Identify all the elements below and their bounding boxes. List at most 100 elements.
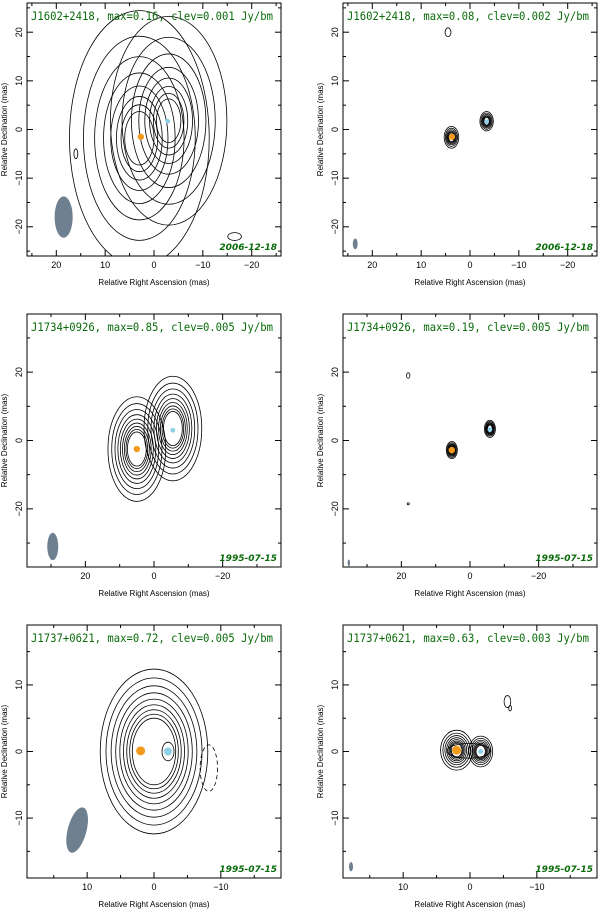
y-tick-label: 0 [14,749,24,754]
component-marker [164,747,173,756]
y-tick-label: 20 [330,27,340,37]
contour-1-4 [110,85,169,191]
y-axis-label: Relative Declination (mas) [0,82,9,176]
y-tick-label: 0 [14,438,24,443]
panel-title: J1734+0926, max=0.85, clev=0.005 Jy/bm [31,320,273,334]
contour-2-9 [143,375,203,482]
x-axis-label: Relative Right Ascension (mas) [414,900,525,909]
contour-2-8 [147,382,199,475]
contour-1-3 [448,740,465,760]
core-marker [136,746,146,756]
beam-ellipse [47,532,59,561]
contour-1-9 [99,668,209,835]
contour-2-2 [486,424,494,434]
panel-4: 20 0 −20 20 0 −20 Relative Right Ascension (ma… [316,313,598,598]
contour-2-5 [155,398,190,459]
contour-1-5 [446,737,468,764]
contour-bridge [446,743,491,759]
x-axis-label: Relative Right Ascension (mas) [98,278,209,287]
panel-frame [26,313,282,568]
panel-frame [342,2,598,257]
panel-date: 1995-07-15 [219,554,277,564]
x-tick-label: −20 [244,260,259,270]
x-tick-label: 0 [151,260,156,270]
panel-date: 2006-12-18 [535,243,593,253]
x-tick-label: −10 [529,882,544,892]
y-tick-label: −10 [14,810,24,825]
component-marker [478,749,484,754]
isolated-contour-1 [444,27,452,37]
isolated-contour-1 [406,372,411,379]
x-tick-label: 10 [416,260,426,270]
core-marker [133,445,141,453]
x-tick-label: 10 [100,260,110,270]
y-tick-label: 0 [14,127,24,132]
contour-2-1 [475,745,486,758]
contour-1-2 [449,741,464,759]
x-tick-label: −20 [215,571,230,581]
panel-3: 20 0 −20 20 0 −20 Relative Right Ascension (ma… [0,313,282,598]
contour-2-6 [130,53,207,188]
beam-ellipse [66,807,88,853]
contour-1-3 [123,426,150,473]
contour-1-7 [114,409,160,489]
contour-1-3 [116,96,163,181]
contour-2-6 [479,111,494,132]
x-tick-label: 20 [367,260,377,270]
contour-1-6 [117,414,157,484]
contour-2-4 [158,402,188,455]
beam-ellipse [54,196,73,238]
plot-area [352,27,494,250]
y-tick-label: −10 [330,810,340,825]
beam-ellipse [349,862,354,872]
y-tick-label: 10 [14,76,24,86]
panel-title: J1602+2418, max=0.16, clev=0.001 Jy/bm [31,9,273,23]
isolated-contour-2 [508,705,512,712]
contour-2-5 [138,66,199,175]
contour-1-8 [69,10,210,256]
contour-2-7 [468,735,494,768]
y-tick-label: −20 [330,501,340,516]
core-marker [448,133,456,140]
y-axis-label: Relative Declination (mas) [0,704,9,798]
contour-1-5 [446,442,457,458]
contour-1-3 [448,444,456,456]
contour-1-4 [122,422,152,476]
component-marker [165,118,171,124]
contour-1-7 [110,685,198,818]
contour-1-6 [445,441,458,460]
isolated-contour-2 [406,502,410,506]
beam-ellipse [347,559,351,567]
contour-1-8 [440,729,474,771]
contour-1-2 [120,104,159,173]
x-tick-label: 0 [467,260,472,270]
contour-1-3 [126,709,182,794]
contour-1-1 [131,717,177,786]
contour-2-2 [482,116,491,127]
x-tick-label: 20 [51,260,61,270]
contour-2-4 [472,741,489,762]
contour-2-4 [144,77,193,164]
x-tick-label: −10 [195,260,210,270]
x-axis-label: Relative Right Ascension (mas) [414,589,525,598]
x-tick-label: −10 [511,260,526,270]
x-axis-label: Relative Right Ascension (mas) [98,900,209,909]
contour-1-9 [107,396,167,502]
contour-2-6 [153,393,193,464]
y-tick-label: 10 [14,680,24,690]
y-tick-label: −20 [14,219,24,234]
contour-1-4 [445,129,457,146]
contour-2-6 [470,737,492,766]
contour-1-5 [103,72,176,204]
contour-2-8 [110,15,228,226]
core-marker [452,745,462,755]
contour-2-7 [150,388,196,469]
contour-1-5 [119,418,154,480]
panel-6: 10 0 −10 10 0 −10 Relative Right Ascension (ma… [316,624,598,909]
y-tick-label: 10 [330,680,340,690]
contour-2-3 [482,115,491,128]
component-marker [170,427,176,433]
y-tick-label: −20 [14,501,24,516]
contour-2-5 [480,112,493,130]
panel-frame [342,313,598,568]
